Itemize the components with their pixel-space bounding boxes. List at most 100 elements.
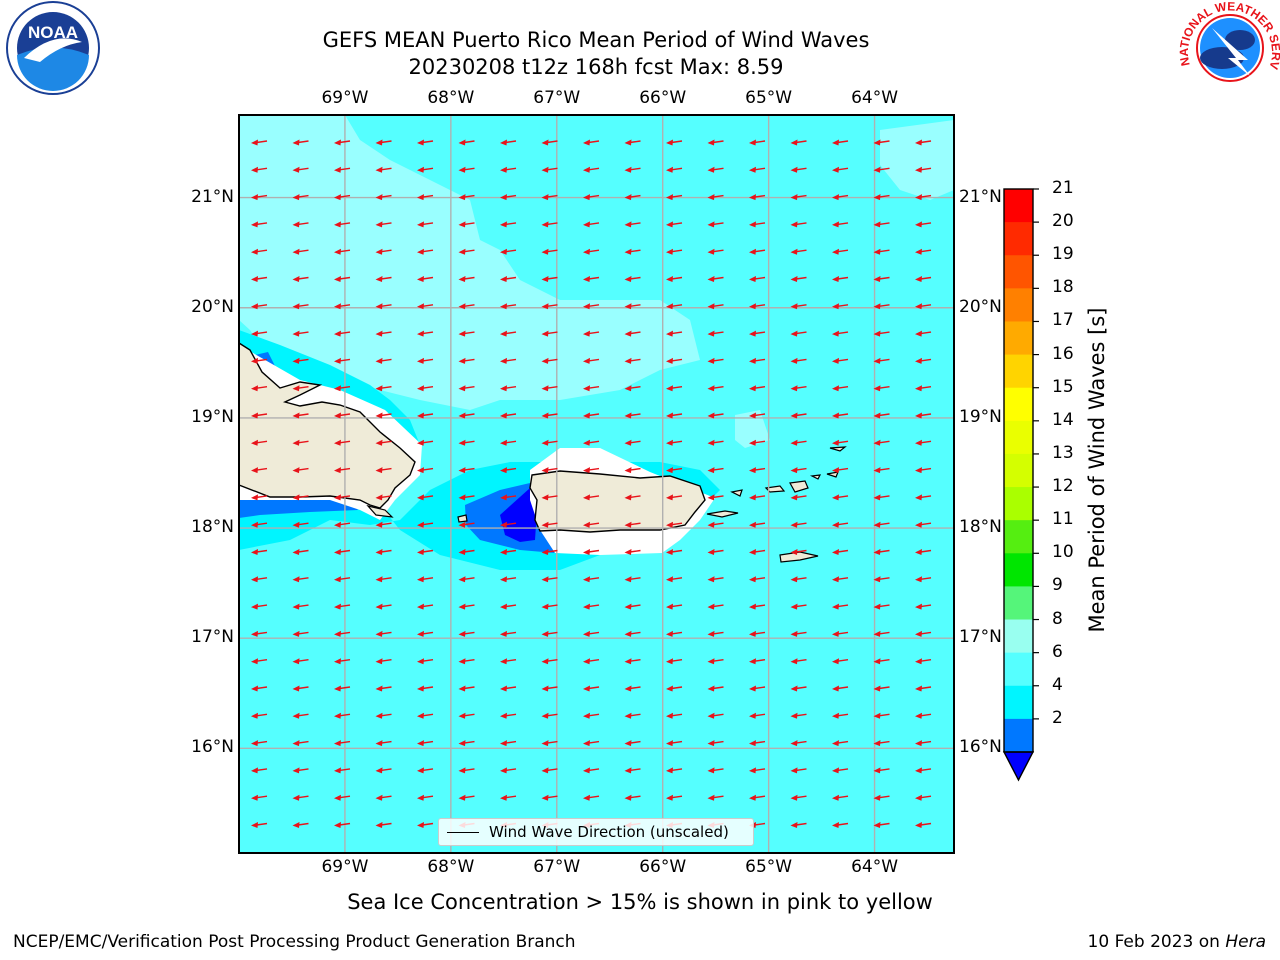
direction-arrow [749,303,766,310]
direction-arrow [790,521,807,528]
colorbar-segment [1004,520,1033,554]
direction-arrow [832,385,849,392]
direction-arrow [458,603,475,610]
direction-arrow [417,630,434,637]
direction-arrow [832,794,849,801]
direction-arrow [790,712,807,719]
direction-arrow [541,467,558,474]
lat-label: 20°N [191,296,234,317]
direction-arrow [873,357,890,364]
direction-arrow [541,794,558,801]
direction-arrow [417,658,434,665]
direction-arrow [334,248,351,255]
direction-arrow [458,330,475,337]
direction-arrow [458,248,475,255]
direction-arrow [292,794,309,801]
direction-arrow [832,494,849,501]
direction-arrow [500,467,517,474]
lon-label: 68°W [427,857,475,877]
direction-arrow [873,521,890,528]
direction-arrow [292,630,309,637]
direction-arrow [915,603,932,610]
direction-arrow [749,194,766,201]
direction-arrow [790,822,807,828]
colorbar-tick-label: 20 [1052,211,1074,232]
direction-arrow [749,221,766,228]
direction-arrow [292,194,309,201]
lon-label: 67°W [533,857,581,877]
direction-arrow [334,685,351,692]
direction-arrow [251,357,268,364]
direction-arrow [417,139,434,146]
direction-arrow [458,630,475,637]
direction-arrow [292,822,309,828]
direction-arrow [749,330,766,337]
direction-arrow [541,767,558,774]
direction-arrow [251,276,268,282]
direction-arrow [417,303,434,310]
lon-label: 65°W [745,857,793,877]
direction-arrow [666,194,683,201]
direction-arrow [666,139,683,146]
direction-arrow [334,139,351,146]
direction-arrow [541,412,558,419]
direction-arrow [707,276,724,282]
direction-arrow [873,658,890,665]
direction-arrow [790,630,807,637]
lat-label: 19°N [959,406,1002,427]
direction-arrow [541,521,558,528]
direction-arrow [417,712,434,719]
chart-title: GEFS MEAN Puerto Rico Mean Period of Win… [322,28,870,52]
direction-arrow [915,357,932,364]
direction-arrow [832,658,849,665]
lat-label: 18°N [191,517,234,538]
colorbar-tick-label: 17 [1052,310,1074,331]
direction-arrow [583,194,600,201]
direction-arrow [749,467,766,474]
direction-arrow [873,740,890,747]
direction-arrow [666,494,683,501]
direction-arrow [500,248,517,255]
direction-arrow [334,603,351,610]
colorbar-segment [1004,453,1033,488]
direction-arrow [832,330,849,337]
direction-arrow [749,166,766,173]
colorbar-label: Mean Period of Wind Waves [s] [1085,307,1109,633]
direction-arrow [292,521,309,528]
direction-arrow [458,276,475,282]
direction-arrow [541,494,558,501]
direction-arrow [707,439,724,446]
direction-arrow [832,549,849,555]
direction-arrow [583,767,600,774]
direction-arrow [873,439,890,446]
direction-arrow [666,439,683,446]
direction-arrow [541,194,558,201]
direction-arrow [334,276,351,282]
direction-arrow [624,139,641,146]
colorbar-segment [1004,619,1033,654]
direction-arrow [666,549,683,555]
direction-arrow [624,276,641,282]
direction-arrow [707,658,724,665]
direction-arrow [251,767,268,774]
direction-arrow [500,658,517,665]
direction-arrow [251,712,268,719]
direction-arrow [334,712,351,719]
direction-arrow [790,330,807,337]
direction-arrow [334,303,351,310]
direction-arrow [375,630,392,637]
direction-arrow [749,521,766,528]
direction-arrow [541,221,558,228]
direction-arrow [375,467,392,474]
direction-arrow [873,166,890,173]
direction-arrow [458,767,475,774]
direction-arrow [666,794,683,801]
period-region-8-9-small [735,410,770,448]
direction-arrow [790,276,807,282]
direction-arrow [583,412,600,419]
direction-arrow [541,630,558,637]
direction-arrow [832,467,849,474]
colorbar-tick-label: 10 [1052,542,1074,563]
map-area [239,115,954,853]
direction-arrow [832,194,849,201]
